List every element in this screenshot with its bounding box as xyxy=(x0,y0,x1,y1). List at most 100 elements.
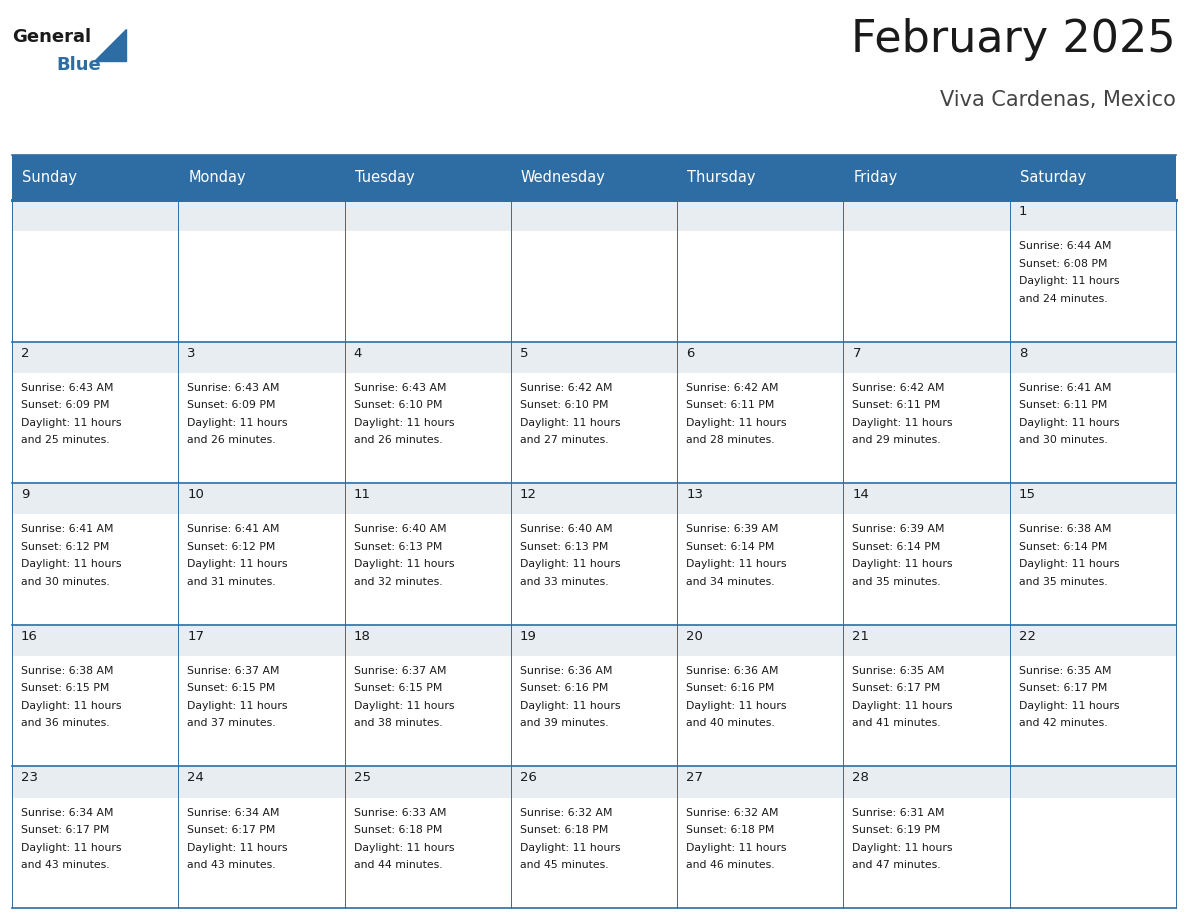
Bar xyxy=(12,200,178,231)
Text: Sunrise: 6:43 AM: Sunrise: 6:43 AM xyxy=(21,383,114,393)
Text: Sunset: 6:15 PM: Sunset: 6:15 PM xyxy=(21,684,109,693)
Text: February 2025: February 2025 xyxy=(852,18,1176,61)
Text: Daylight: 11 hours: Daylight: 11 hours xyxy=(1019,559,1119,569)
Text: Sunset: 6:16 PM: Sunset: 6:16 PM xyxy=(520,684,608,693)
Text: Sunrise: 6:31 AM: Sunrise: 6:31 AM xyxy=(853,808,944,818)
Text: 11: 11 xyxy=(354,488,371,501)
Text: Sunset: 6:17 PM: Sunset: 6:17 PM xyxy=(188,825,276,835)
Text: 8: 8 xyxy=(1019,347,1028,360)
Text: Sunset: 6:11 PM: Sunset: 6:11 PM xyxy=(687,400,775,410)
Text: Daylight: 11 hours: Daylight: 11 hours xyxy=(354,418,454,428)
Text: Monday: Monday xyxy=(188,170,246,185)
Bar xyxy=(345,625,511,656)
Text: Sunday: Sunday xyxy=(23,170,77,185)
Bar xyxy=(345,200,511,231)
Text: and 42 minutes.: and 42 minutes. xyxy=(1019,719,1107,729)
Text: 24: 24 xyxy=(188,771,204,784)
Bar xyxy=(178,656,345,767)
Text: and 47 minutes.: and 47 minutes. xyxy=(853,860,941,870)
Bar xyxy=(12,483,178,514)
Text: Daylight: 11 hours: Daylight: 11 hours xyxy=(520,701,620,711)
Text: 18: 18 xyxy=(354,630,371,643)
Bar xyxy=(677,625,843,656)
Text: 9: 9 xyxy=(21,488,30,501)
Bar xyxy=(345,373,511,483)
Bar xyxy=(843,373,1010,483)
Text: and 26 minutes.: and 26 minutes. xyxy=(354,435,442,445)
Text: Daylight: 11 hours: Daylight: 11 hours xyxy=(21,559,121,569)
Bar xyxy=(511,625,677,656)
Bar xyxy=(511,373,677,483)
Text: and 43 minutes.: and 43 minutes. xyxy=(188,860,276,870)
Bar xyxy=(843,231,1010,341)
Text: Daylight: 11 hours: Daylight: 11 hours xyxy=(1019,276,1119,286)
Bar xyxy=(511,656,677,767)
Text: Sunrise: 6:41 AM: Sunrise: 6:41 AM xyxy=(1019,383,1111,393)
Text: Daylight: 11 hours: Daylight: 11 hours xyxy=(853,843,953,853)
Text: Sunset: 6:14 PM: Sunset: 6:14 PM xyxy=(853,542,941,552)
Bar xyxy=(843,625,1010,656)
Bar xyxy=(178,200,345,231)
Text: Daylight: 11 hours: Daylight: 11 hours xyxy=(520,559,620,569)
Bar xyxy=(1010,200,1176,231)
Text: Daylight: 11 hours: Daylight: 11 hours xyxy=(520,843,620,853)
Text: Sunset: 6:17 PM: Sunset: 6:17 PM xyxy=(853,684,941,693)
Text: Sunset: 6:13 PM: Sunset: 6:13 PM xyxy=(354,542,442,552)
Bar xyxy=(511,231,677,341)
Text: Sunrise: 6:38 AM: Sunrise: 6:38 AM xyxy=(21,666,114,676)
Text: Daylight: 11 hours: Daylight: 11 hours xyxy=(853,701,953,711)
Bar xyxy=(345,798,511,908)
Text: 17: 17 xyxy=(188,630,204,643)
Text: Sunrise: 6:38 AM: Sunrise: 6:38 AM xyxy=(1019,524,1111,534)
Text: Daylight: 11 hours: Daylight: 11 hours xyxy=(354,701,454,711)
Text: 4: 4 xyxy=(354,347,362,360)
Text: Sunset: 6:16 PM: Sunset: 6:16 PM xyxy=(687,684,775,693)
Text: Sunrise: 6:42 AM: Sunrise: 6:42 AM xyxy=(520,383,612,393)
Text: Sunset: 6:14 PM: Sunset: 6:14 PM xyxy=(1019,542,1107,552)
Text: and 34 minutes.: and 34 minutes. xyxy=(687,577,775,587)
Text: Daylight: 11 hours: Daylight: 11 hours xyxy=(21,701,121,711)
Bar xyxy=(12,341,178,373)
Text: 21: 21 xyxy=(853,630,870,643)
Text: Sunset: 6:15 PM: Sunset: 6:15 PM xyxy=(354,684,442,693)
Text: Sunset: 6:14 PM: Sunset: 6:14 PM xyxy=(687,542,775,552)
Bar xyxy=(178,767,345,798)
Text: Sunset: 6:10 PM: Sunset: 6:10 PM xyxy=(520,400,608,410)
Bar xyxy=(12,625,178,656)
Text: and 44 minutes.: and 44 minutes. xyxy=(354,860,442,870)
Text: Daylight: 11 hours: Daylight: 11 hours xyxy=(853,559,953,569)
Text: Sunrise: 6:40 AM: Sunrise: 6:40 AM xyxy=(520,524,613,534)
Bar xyxy=(12,656,178,767)
Bar xyxy=(12,231,178,341)
Text: 14: 14 xyxy=(853,488,870,501)
Bar xyxy=(1010,231,1176,341)
Text: and 32 minutes.: and 32 minutes. xyxy=(354,577,442,587)
Bar xyxy=(511,341,677,373)
Text: Sunrise: 6:42 AM: Sunrise: 6:42 AM xyxy=(687,383,778,393)
Text: and 40 minutes.: and 40 minutes. xyxy=(687,719,775,729)
Bar xyxy=(12,798,178,908)
Bar xyxy=(12,155,1176,200)
Bar xyxy=(843,200,1010,231)
Text: and 31 minutes.: and 31 minutes. xyxy=(188,577,276,587)
Bar xyxy=(345,514,511,625)
Text: Sunrise: 6:40 AM: Sunrise: 6:40 AM xyxy=(354,524,447,534)
Text: Daylight: 11 hours: Daylight: 11 hours xyxy=(354,843,454,853)
Text: Sunrise: 6:32 AM: Sunrise: 6:32 AM xyxy=(687,808,778,818)
Bar xyxy=(1010,798,1176,908)
Text: 23: 23 xyxy=(21,771,38,784)
Text: and 35 minutes.: and 35 minutes. xyxy=(853,577,941,587)
Bar xyxy=(677,231,843,341)
Text: and 35 minutes.: and 35 minutes. xyxy=(1019,577,1107,587)
Text: Sunset: 6:09 PM: Sunset: 6:09 PM xyxy=(188,400,276,410)
Bar xyxy=(843,483,1010,514)
Text: General: General xyxy=(12,28,91,46)
Bar xyxy=(511,798,677,908)
Bar xyxy=(677,767,843,798)
Text: and 29 minutes.: and 29 minutes. xyxy=(853,435,941,445)
Text: Daylight: 11 hours: Daylight: 11 hours xyxy=(188,701,287,711)
Text: Daylight: 11 hours: Daylight: 11 hours xyxy=(1019,701,1119,711)
Text: Sunrise: 6:43 AM: Sunrise: 6:43 AM xyxy=(188,383,280,393)
Text: Sunset: 6:18 PM: Sunset: 6:18 PM xyxy=(520,825,608,835)
Bar xyxy=(677,514,843,625)
